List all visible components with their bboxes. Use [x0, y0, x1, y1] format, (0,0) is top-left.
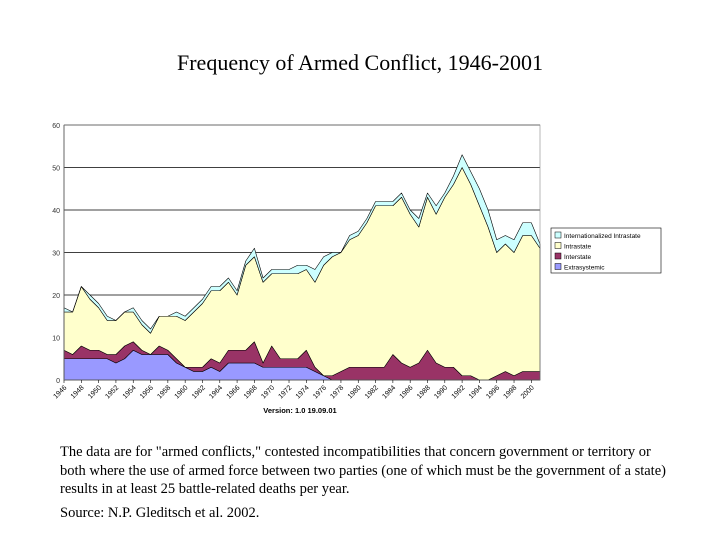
legend-swatch	[554, 242, 562, 249]
legend-label: Intrastate	[564, 243, 591, 250]
y-tick-label: 50	[52, 166, 60, 173]
x-tick-label: 1990	[433, 384, 449, 400]
x-tick-label: 1956	[139, 384, 155, 400]
y-tick-label: 0	[56, 378, 60, 385]
x-tick-label: 1966	[226, 384, 242, 400]
x-tick-label: 1968	[243, 384, 259, 400]
description-text: The data are for "armed conflicts," cont…	[60, 444, 666, 497]
x-tick-label: 1994	[468, 384, 484, 400]
legend-box	[550, 227, 662, 274]
x-tick-label: 1972	[277, 384, 293, 400]
x-tick-label: 1986	[399, 384, 415, 400]
legend-label: Interstate	[564, 254, 591, 261]
axes	[63, 124, 541, 381]
legend-swatch	[554, 252, 562, 260]
y-tick-labels: 0 10 20 30 40 50 60	[52, 123, 60, 385]
x-tick-label: 1988	[416, 384, 432, 400]
y-tick-label: 20	[52, 293, 60, 300]
x-tick-label: 1958	[156, 384, 172, 400]
x-tick-label: 1996	[485, 384, 501, 400]
legend-label: Internationalized Intrastate	[564, 233, 641, 240]
x-tick-label: 1992	[451, 384, 467, 400]
legend-swatch	[554, 263, 562, 270]
series-areas	[63, 154, 541, 381]
x-tick-label: 1970	[260, 384, 276, 400]
x-tick-label: 2000	[520, 384, 536, 400]
x-tick-label: 1964	[208, 384, 224, 400]
y-tick-label: 60	[52, 123, 60, 130]
x-tick-label: 1952	[104, 384, 120, 400]
x-tick-label: 1946	[52, 384, 68, 400]
y-tick-label: 40	[52, 208, 60, 215]
x-tick-label: 1984	[381, 384, 397, 400]
slide-title: Frequency of Armed Conflict, 1946-2001	[177, 50, 543, 75]
version-label: Version: 1.0 19.09.01	[263, 406, 336, 415]
x-tick-label: 1962	[191, 384, 207, 400]
legend-swatch	[554, 231, 562, 239]
x-tick-label: 1978	[329, 384, 345, 400]
source-text: Source: N.P. Gleditsch et al. 2002.	[60, 505, 260, 521]
x-tick-label: 1948	[70, 384, 86, 400]
x-tick-label: 1960	[174, 384, 190, 400]
y-tick-label: 30	[52, 251, 60, 258]
x-tick-label: 1974	[295, 384, 311, 400]
x-tick-label: 1954	[122, 384, 138, 400]
legend: Internationalized Intrastate Intrastate In…	[550, 227, 662, 274]
x-tick-label: 1950	[87, 384, 103, 400]
plot-border	[63, 124, 541, 381]
legend-label: Extrasystemic	[564, 264, 605, 271]
x-tick-label: 1982	[364, 384, 380, 400]
x-tick-label: 1998	[502, 384, 518, 400]
x-tick-labels: 1946 1948 1950 1952 1954 1956 1958 1960 1962 1964…	[52, 380, 536, 400]
x-tick-label: 1976	[312, 384, 328, 400]
x-tick-label: 1980	[347, 384, 363, 400]
y-tick-label: 10	[52, 336, 60, 343]
